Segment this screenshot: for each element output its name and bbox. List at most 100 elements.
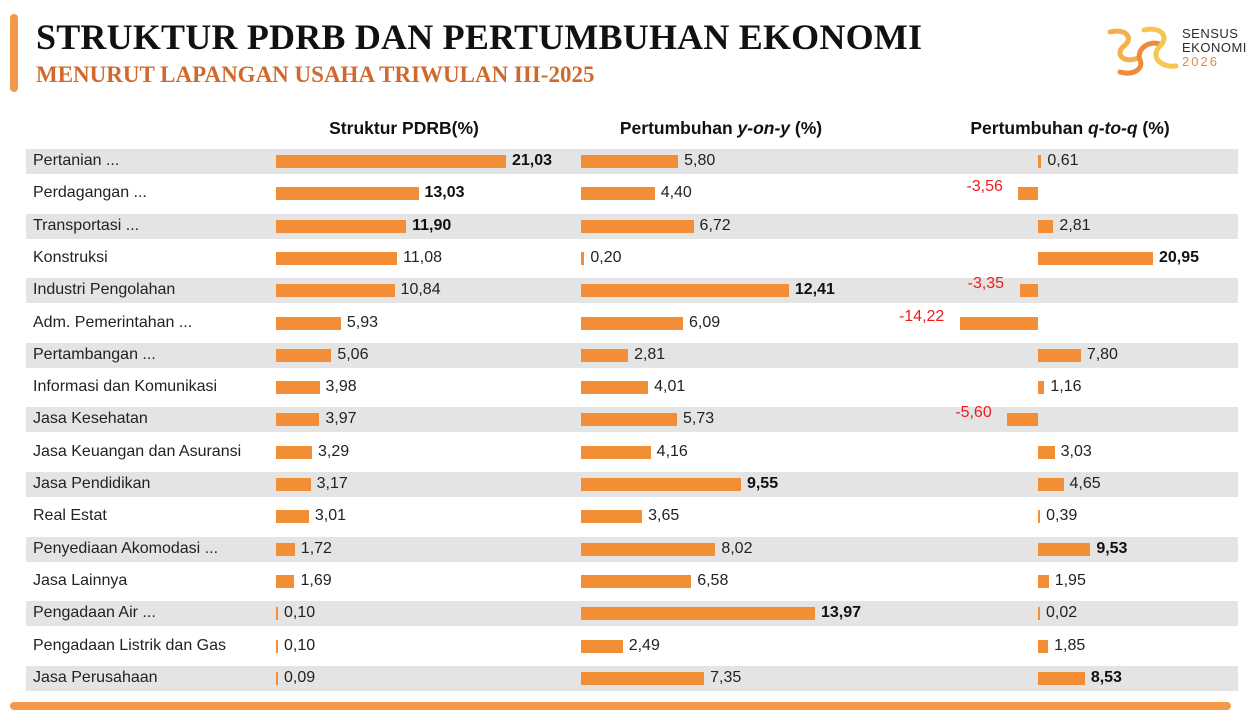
category-label: Pertanian ... [33, 152, 120, 169]
qtq-value-label: -5,60 [955, 404, 992, 422]
yoy-value-label: 13,97 [821, 604, 862, 622]
category-label: Adm. Pemerintahan ... [33, 313, 193, 331]
qtq-bar [1019, 284, 1038, 298]
panel-title-qtq-post: (%) [1137, 118, 1170, 138]
yoy-bar [581, 574, 692, 588]
yoy-value-label: 5,80 [684, 152, 716, 169]
struktur-bar [276, 445, 312, 459]
struktur-value-label: 13,03 [424, 184, 465, 202]
struktur-value-label: 11,08 [403, 248, 443, 266]
category-label: Pengadaan Listrik dan Gas [33, 636, 227, 654]
qtq-value-label: 0,39 [1046, 507, 1078, 525]
yoy-bar [581, 381, 649, 395]
yoy-value-label: 6,09 [689, 313, 721, 331]
panel-title-yoy-em: y-on-y [737, 118, 791, 138]
qtq-value-label: 20,95 [1159, 248, 1200, 266]
yoy-bar [581, 187, 655, 201]
category-label: Pengadaan Air ... [33, 604, 156, 622]
yoy-value-label: 6,72 [699, 216, 731, 234]
qtq-bar [1038, 607, 1040, 621]
qtq-bar [1038, 348, 1081, 362]
struktur-value-label: 11,90 [412, 216, 452, 234]
yoy-bar [581, 510, 643, 524]
yoy-bar [581, 316, 683, 330]
qtq-value-label: 1,95 [1054, 571, 1086, 589]
category-label: Jasa Lainnya [33, 571, 128, 589]
yoy-value-label: 4,01 [654, 378, 686, 396]
logo-line-2: EKONOMI [1182, 40, 1247, 55]
qtq-value-label: 1,16 [1050, 378, 1082, 396]
category-label: Real Estat [33, 507, 107, 525]
struktur-value-label: 21,03 [512, 152, 553, 169]
struktur-bar [276, 574, 295, 588]
qtq-bar [1038, 510, 1041, 524]
yoy-bar [581, 284, 789, 298]
yoy-bar [581, 155, 679, 168]
struktur-value-label: 10,84 [400, 281, 441, 299]
yoy-value-label: 4,40 [660, 184, 692, 202]
panel-title-yoy-pre: Pertumbuhan [619, 118, 738, 138]
qtq-value-label: 9,53 [1096, 539, 1128, 557]
panel-title-yoy: Pertumbuhan y-on-y (%) [620, 118, 822, 139]
category-label: Jasa Keuangan dan Asuransi [33, 442, 242, 460]
qtq-value-label: 7,80 [1086, 345, 1118, 363]
qtq-bar [1038, 574, 1049, 588]
qtq-value-label: -3,35 [967, 275, 1005, 293]
category-label: Informasi dan Komunikasi [33, 378, 218, 396]
yoy-value-label: 9,55 [746, 475, 779, 492]
struktur-bar [276, 607, 278, 621]
category-label: Konstruksi [33, 248, 108, 266]
qtq-value-label: 1,85 [1054, 636, 1086, 654]
struktur-value-label: 1,69 [300, 571, 332, 589]
logo-text: SENSUS EKONOMI 2026 [1182, 27, 1247, 69]
struktur-value-label: 1,72 [300, 539, 332, 557]
qtq-bar [1038, 445, 1055, 459]
qtq-bar [1038, 671, 1085, 685]
yoy-bar [581, 478, 741, 491]
yoy-value-label: 8,02 [721, 539, 753, 557]
panel-title-struktur: Struktur PDRB(%) [329, 118, 479, 139]
struktur-value-label: 3,98 [325, 378, 357, 396]
struktur-bar [276, 542, 295, 556]
yoy-bar [581, 413, 677, 427]
row-background [26, 342, 1238, 368]
struktur-bar [276, 510, 309, 524]
panel-title-qtq: Pertumbuhan q-to-q (%) [970, 118, 1169, 139]
yoy-bar [581, 348, 629, 362]
struktur-bar [276, 478, 311, 491]
struktur-bar [276, 155, 506, 168]
qtq-bar [1038, 251, 1153, 265]
struktur-value-label: 5,06 [337, 345, 369, 363]
qtq-value-label: 4,65 [1069, 475, 1101, 492]
sensus-ekonomi-logo-icon [1107, 26, 1179, 76]
struktur-bar [276, 316, 341, 330]
struktur-bar [276, 639, 278, 653]
struktur-value-label: 3,17 [316, 475, 348, 492]
qtq-bar [1007, 413, 1038, 427]
footer-accent-bar [10, 702, 1231, 710]
qtq-value-label: 0,61 [1047, 152, 1079, 169]
struktur-bar [276, 413, 320, 427]
category-label: Penyediaan Akomodasi ... [33, 539, 219, 557]
struktur-bar [276, 251, 398, 265]
logo-year: 2026 [1182, 54, 1219, 69]
qtq-bar [1038, 639, 1049, 653]
yoy-bar [581, 671, 705, 685]
yoy-bar [581, 639, 623, 653]
yoy-bar [581, 542, 716, 556]
qtq-value-label: -14,22 [898, 307, 945, 325]
yoy-value-label: 6,58 [697, 571, 729, 589]
qtq-bar [1018, 187, 1038, 201]
yoy-value-label: 3,65 [648, 507, 680, 525]
yoy-value-label: 4,16 [656, 442, 688, 460]
yoy-bar [581, 445, 651, 459]
yoy-bar [581, 219, 694, 233]
qtq-value-label: 3,03 [1060, 442, 1092, 460]
panel-title-struktur-text: Struktur PDRB(%) [329, 118, 479, 138]
struktur-value-label: 5,93 [346, 313, 378, 331]
struktur-value-label: 3,97 [325, 410, 357, 428]
category-label: Jasa Perusahaan [33, 668, 158, 686]
qtq-bar [1038, 155, 1042, 168]
struktur-value-label: 0,09 [284, 668, 316, 686]
